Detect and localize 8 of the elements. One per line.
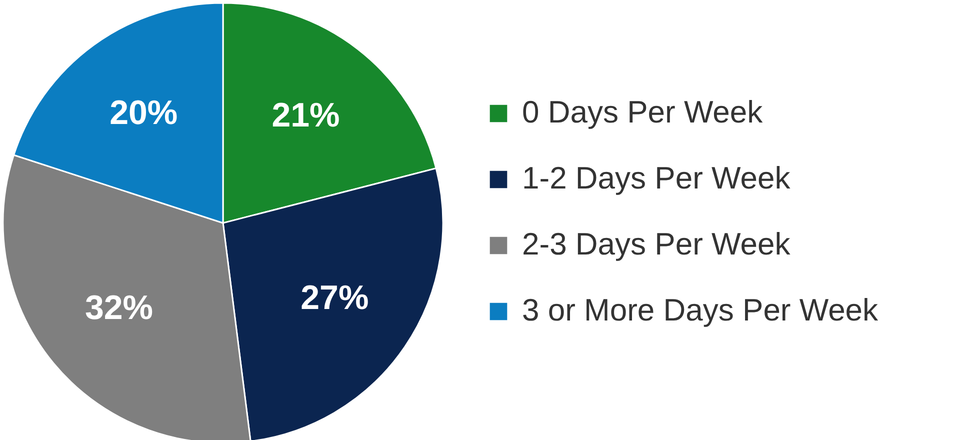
data-label: 27% xyxy=(300,278,369,317)
legend-label: 3 or More Days Per Week xyxy=(522,292,879,328)
legend-label: 1-2 Days Per Week xyxy=(522,160,791,196)
data-label: 20% xyxy=(110,94,178,132)
data-label: 32% xyxy=(84,289,154,328)
legend-label: 0 Days Per Week xyxy=(522,94,764,130)
legend-label: 2-3 Days Per Week xyxy=(522,226,791,262)
data-label: 21% xyxy=(272,96,340,134)
